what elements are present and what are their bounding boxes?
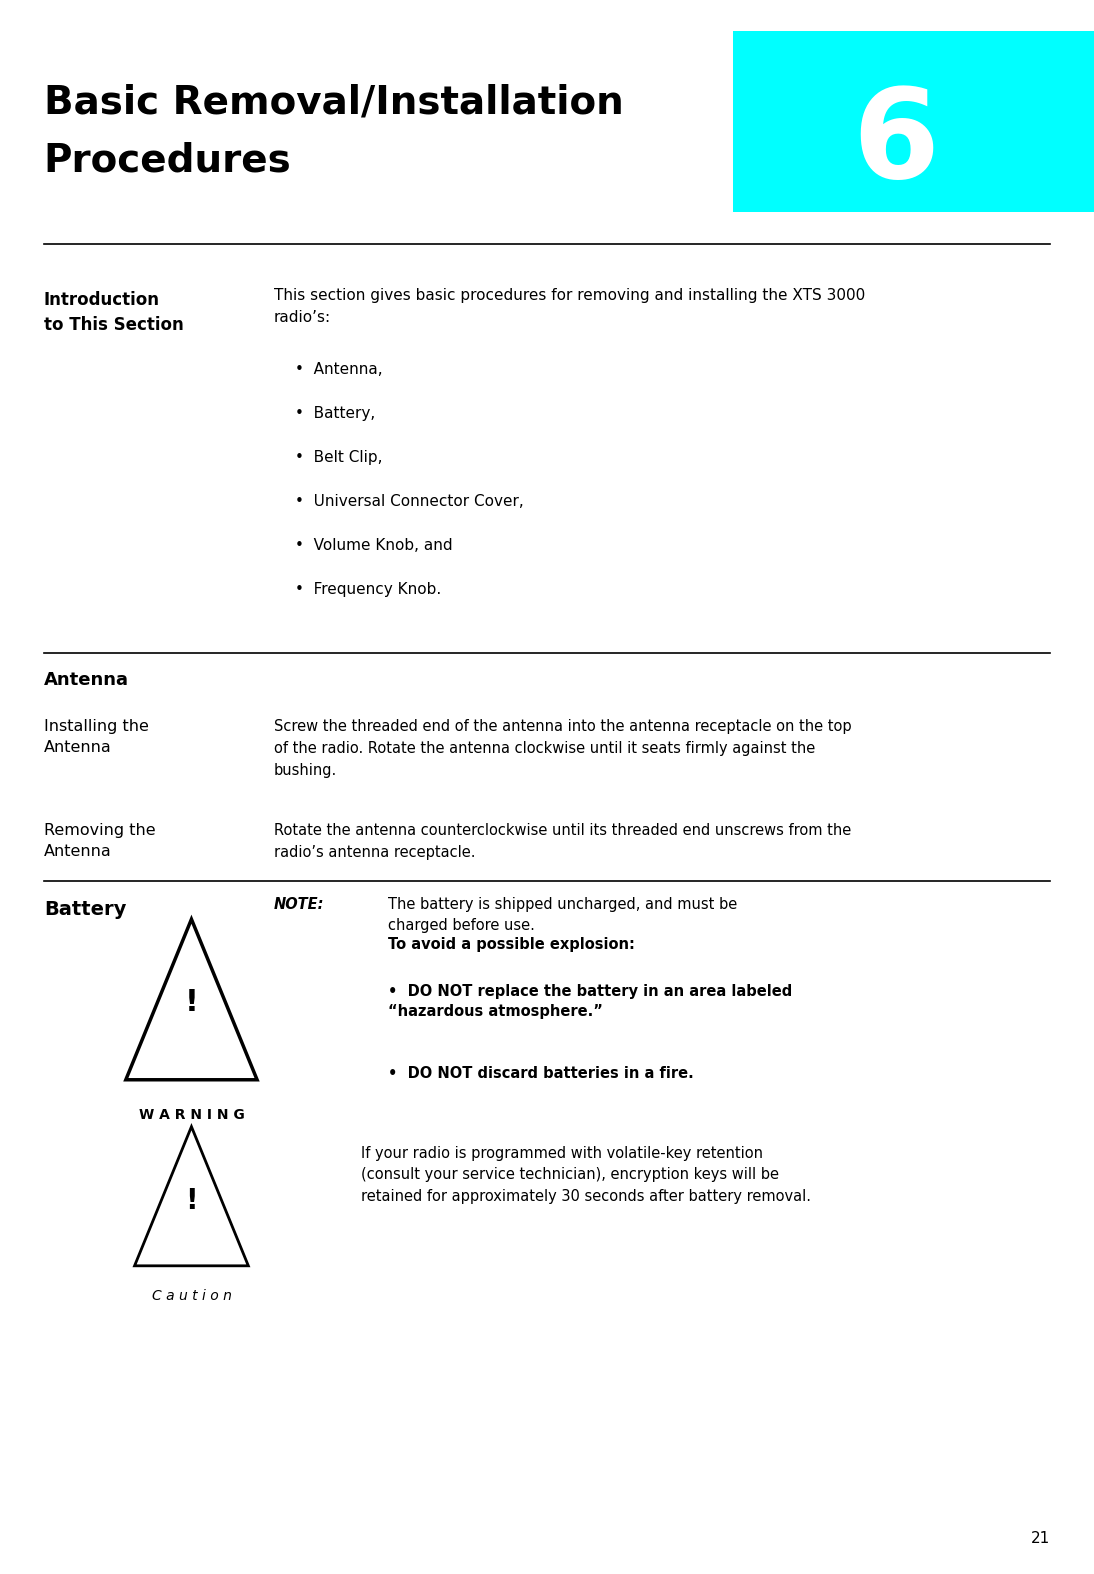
- Text: Installing the
Antenna: Installing the Antenna: [44, 719, 149, 756]
- Text: •  DO NOT discard batteries in a fire.: • DO NOT discard batteries in a fire.: [388, 1066, 694, 1081]
- Text: Removing the
Antenna: Removing the Antenna: [44, 823, 155, 859]
- FancyBboxPatch shape: [733, 31, 1094, 212]
- Text: Screw the threaded end of the antenna into the antenna receptacle on the top
of : Screw the threaded end of the antenna in…: [274, 719, 851, 778]
- Text: 21: 21: [1031, 1530, 1050, 1546]
- Polygon shape: [126, 919, 257, 1080]
- Text: •  Volume Knob, and: • Volume Knob, and: [295, 538, 453, 554]
- Text: 6: 6: [852, 83, 939, 205]
- Text: •  Battery,: • Battery,: [295, 406, 375, 422]
- Text: •  Universal Connector Cover,: • Universal Connector Cover,: [295, 494, 524, 510]
- Text: The battery is shipped uncharged, and must be
charged before use.: The battery is shipped uncharged, and mu…: [388, 897, 737, 933]
- Text: Rotate the antenna counterclockwise until its threaded end unscrews from the
rad: Rotate the antenna counterclockwise unti…: [274, 823, 851, 859]
- Text: •  Frequency Knob.: • Frequency Knob.: [295, 582, 442, 598]
- Text: To avoid a possible explosion:: To avoid a possible explosion:: [388, 937, 636, 952]
- Text: •  DO NOT replace the battery in an area labeled
“hazardous atmosphere.”: • DO NOT replace the battery in an area …: [388, 984, 793, 1018]
- Text: •  Belt Clip,: • Belt Clip,: [295, 450, 383, 466]
- Text: If your radio is programmed with volatile-key retention
(consult your service te: If your radio is programmed with volatil…: [361, 1146, 811, 1204]
- Text: Antenna: Antenna: [44, 671, 129, 688]
- Text: C a u t i o n: C a u t i o n: [151, 1289, 232, 1303]
- Text: !: !: [185, 988, 198, 1017]
- Text: !: !: [185, 1187, 198, 1215]
- Text: Introduction
to This Section: Introduction to This Section: [44, 291, 184, 334]
- Text: W A R N I N G: W A R N I N G: [139, 1108, 244, 1122]
- Text: NOTE:: NOTE:: [274, 897, 324, 913]
- Text: Basic Removal/Installation: Basic Removal/Installation: [44, 83, 624, 121]
- Text: Battery: Battery: [44, 900, 126, 919]
- Polygon shape: [135, 1127, 248, 1265]
- Text: Procedures: Procedures: [44, 142, 291, 179]
- Text: •  Antenna,: • Antenna,: [295, 362, 383, 378]
- Text: This section gives basic procedures for removing and installing the XTS 3000
rad: This section gives basic procedures for …: [274, 288, 864, 326]
